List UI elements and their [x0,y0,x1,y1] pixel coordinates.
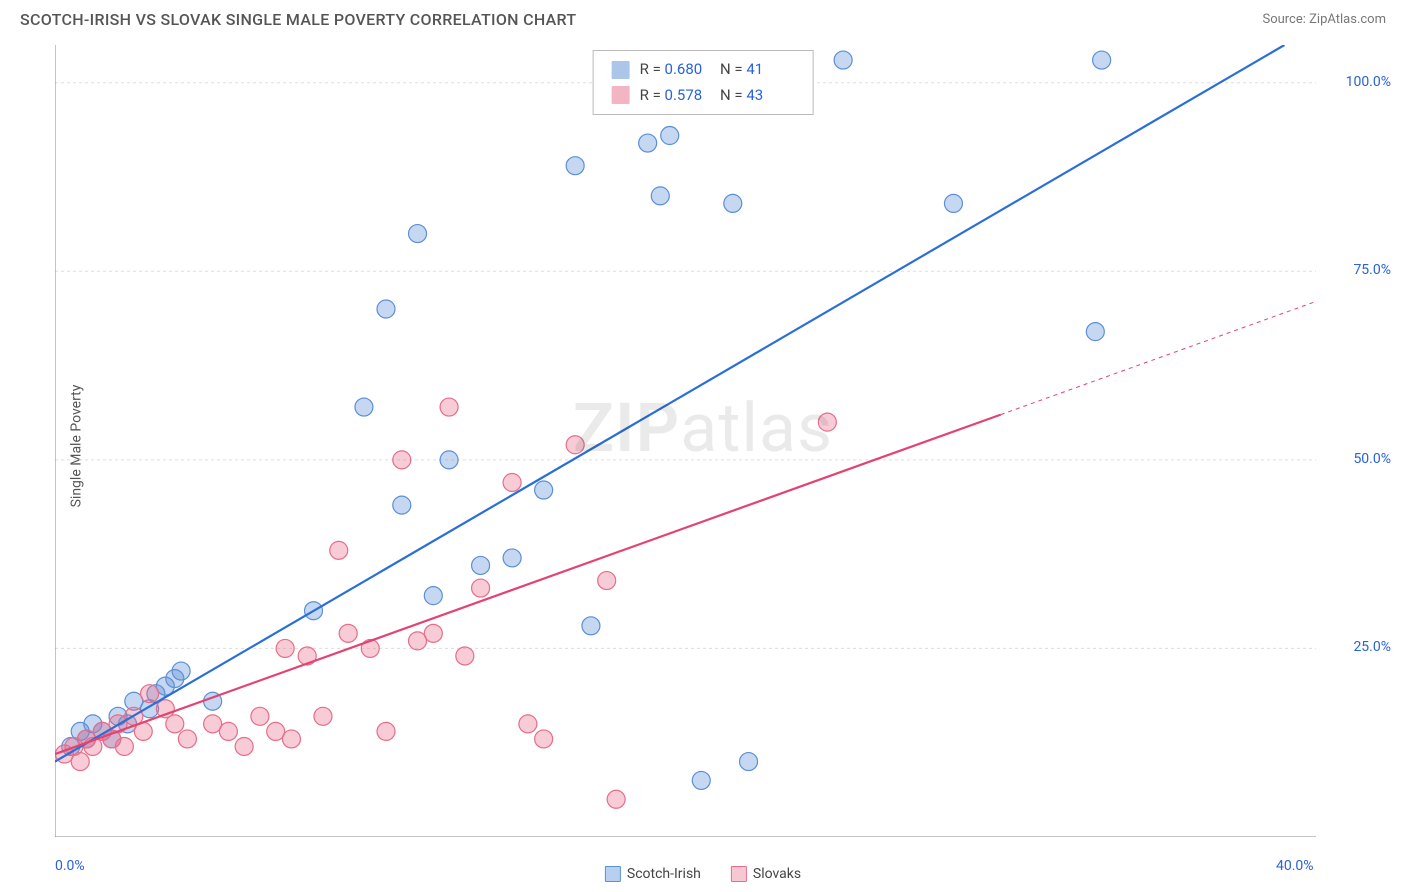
x-tick-label: 0.0% [55,858,85,874]
scatter-point [440,451,458,469]
legend-swatch [731,866,747,882]
scatter-point [472,579,490,597]
scatter-point [1086,323,1104,341]
scatter-point [377,300,395,318]
scatter-point [424,624,442,642]
scatter-point [330,541,348,559]
scatter-point [818,413,836,431]
scatter-point [393,451,411,469]
scatter-point [440,398,458,416]
scatter-point [692,771,710,789]
scatter-point [166,715,184,733]
legend-item: Slovaks [731,866,801,882]
trend-line [55,415,1001,754]
y-tick-label: 100.0% [1346,74,1391,90]
y-tick-label: 25.0% [1353,639,1391,655]
legend-swatch [605,866,621,882]
stats-legend-box: R = 0.680 N = 41R = 0.578 N = 43 [593,50,814,115]
trend-line-extension [1001,301,1316,414]
stats-row: R = 0.578 N = 43 [612,83,795,109]
scatter-point [834,51,852,69]
scatter-point [355,398,373,416]
bottom-legend: Scotch-Irish Slovaks [605,866,801,882]
scatter-point [503,473,521,491]
scatter-point [314,707,332,725]
chart-plot-area [55,45,1316,837]
scatter-point [276,639,294,657]
source-label: Source: ZipAtlas.com [1262,12,1386,27]
chart-title: SCOTCH-IRISH VS SLOVAK SINGLE MALE POVER… [20,10,576,29]
scatter-point [740,753,758,771]
scatter-point [377,722,395,740]
scatter-point [1093,51,1111,69]
stats-text: R = 0.680 N = 41 [640,57,795,83]
scatter-point [71,753,89,771]
scatter-point [566,436,584,454]
scatter-point [503,549,521,567]
scatter-point [393,496,411,514]
stats-text: R = 0.578 N = 43 [640,83,795,109]
scatter-point [339,624,357,642]
scatter-point [724,194,742,212]
stats-swatch [612,86,630,104]
scatter-point [219,722,237,740]
legend-label: Scotch-Irish [627,866,701,882]
legend-label: Slovaks [753,866,801,882]
y-tick-label: 50.0% [1353,451,1391,467]
scatter-point [178,730,196,748]
scatter-point [424,587,442,605]
scatter-point [472,556,490,574]
scatter-point [535,730,553,748]
scatter-chart-svg [55,45,1316,837]
scatter-point [661,127,679,145]
scatter-point [141,685,159,703]
x-tick-label: 40.0% [1276,858,1314,874]
scatter-point [456,647,474,665]
scatter-point [566,157,584,175]
legend-item: Scotch-Irish [605,866,701,882]
scatter-point [607,790,625,808]
trend-line [55,45,1284,762]
scatter-point [651,187,669,205]
scatter-point [115,737,133,755]
stats-swatch [612,61,630,79]
scatter-point [519,715,537,733]
scatter-point [598,572,616,590]
scatter-point [944,194,962,212]
scatter-point [639,134,657,152]
stats-row: R = 0.680 N = 41 [612,57,795,83]
scatter-point [251,707,269,725]
scatter-point [235,737,253,755]
y-tick-label: 75.0% [1353,262,1391,278]
scatter-point [409,225,427,243]
scatter-point [172,662,190,680]
scatter-point [535,481,553,499]
scatter-point [582,617,600,635]
scatter-point [282,730,300,748]
